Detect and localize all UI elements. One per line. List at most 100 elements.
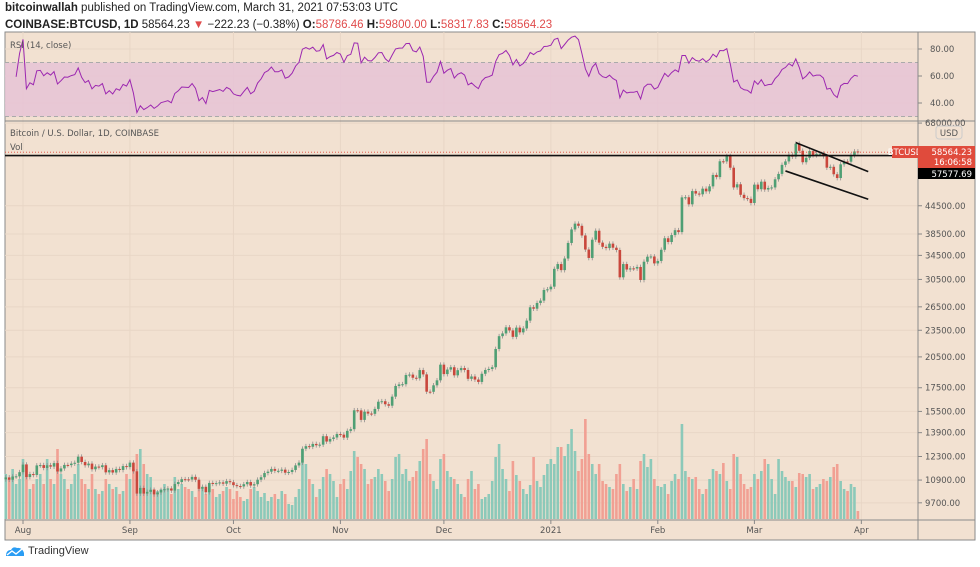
candle xyxy=(446,369,449,375)
candle xyxy=(732,167,735,188)
volume-bar xyxy=(691,479,694,519)
candle xyxy=(656,260,660,264)
volume-bar xyxy=(615,474,618,519)
volume-bar xyxy=(121,491,125,519)
candle xyxy=(601,242,604,247)
volume-bar xyxy=(321,477,325,519)
candle xyxy=(622,264,625,278)
channel-upper-trendline[interactable] xyxy=(795,141,869,173)
volume-bar xyxy=(118,494,121,519)
volume-bar xyxy=(490,481,494,519)
candle xyxy=(504,327,508,334)
volume-bar xyxy=(663,484,666,519)
price-axis[interactable]: 68000.00 44500.00 38500.00 34500.00 30500.00… xyxy=(918,119,966,509)
volume-bar xyxy=(566,444,570,519)
volume-bar xyxy=(439,459,442,519)
candle xyxy=(49,465,52,467)
candle xyxy=(829,166,832,168)
volume-bars xyxy=(4,419,860,519)
volume-bar xyxy=(187,489,190,519)
low-value: 58317.83 xyxy=(440,19,489,31)
candle xyxy=(746,198,749,200)
candle xyxy=(673,230,677,236)
candle xyxy=(377,401,380,409)
volume-bar xyxy=(404,469,408,519)
candle xyxy=(242,484,246,487)
volume-bar xyxy=(722,463,725,519)
volume-bar xyxy=(470,471,473,519)
price-tick-label: 68000.00 xyxy=(925,119,966,129)
volume-bar xyxy=(259,497,263,519)
channel-lower-trendline[interactable] xyxy=(785,170,869,201)
volume-bar xyxy=(487,494,491,519)
volume-bar xyxy=(801,474,804,519)
volume-bar xyxy=(853,487,856,519)
candle xyxy=(73,462,77,464)
candle xyxy=(577,223,580,226)
volume-bar xyxy=(221,491,225,519)
time-axis[interactable]: Aug Sep Oct Nov Dec 2021 Feb Mar Apr xyxy=(15,520,870,536)
candle xyxy=(352,410,356,430)
publish-info: bitcoinwallah published on TradingView.c… xyxy=(5,2,398,14)
author-name[interactable]: bitcoinwallah xyxy=(5,2,78,14)
volume-bar xyxy=(804,477,808,519)
volume-bar xyxy=(456,484,459,519)
volume-bar xyxy=(601,481,604,519)
candle xyxy=(711,174,715,187)
price-tick-label: 20500.00 xyxy=(925,353,966,363)
candle xyxy=(704,188,708,192)
candle xyxy=(363,411,366,420)
volume-bar xyxy=(25,464,28,519)
volume-bar xyxy=(780,471,784,519)
volume-bar xyxy=(28,489,32,519)
tradingview-logo[interactable]: TradingView xyxy=(5,545,89,557)
candle xyxy=(259,477,263,480)
volume-bar xyxy=(649,459,653,519)
volume-bar xyxy=(653,479,656,519)
volume-bar xyxy=(856,511,860,519)
candle xyxy=(549,286,553,290)
candle xyxy=(149,489,152,492)
candles xyxy=(4,141,860,497)
volume-bar xyxy=(694,477,698,519)
candle xyxy=(749,198,753,203)
volume-bar xyxy=(646,467,649,519)
time-tick-label: Sep xyxy=(122,526,138,536)
time-tick-label: Nov xyxy=(332,526,349,536)
high-label: H: xyxy=(366,19,379,31)
candle xyxy=(697,193,701,195)
rsi-band xyxy=(5,62,918,117)
volume-bar xyxy=(83,484,87,519)
volume-bar xyxy=(256,491,259,519)
candle xyxy=(839,164,842,179)
candle xyxy=(121,466,125,470)
volume-bar xyxy=(673,474,677,519)
currency-badge[interactable] xyxy=(935,125,963,140)
candle xyxy=(173,484,177,491)
volume-bar xyxy=(521,489,525,519)
candle xyxy=(21,464,25,473)
symbol-tag xyxy=(892,146,918,158)
candle xyxy=(532,307,535,309)
candle xyxy=(14,476,18,478)
volume-bar xyxy=(349,471,353,519)
volume-bar xyxy=(532,457,535,519)
volume-bar xyxy=(477,484,480,519)
candle xyxy=(90,463,94,470)
volume-bar xyxy=(332,481,335,519)
volume-bar xyxy=(604,484,608,519)
price-tick-label: 30500.00 xyxy=(925,275,966,285)
volume-bar xyxy=(677,479,680,519)
candle xyxy=(515,327,518,337)
candle xyxy=(563,258,566,271)
volume-bar xyxy=(749,487,753,519)
volume-bar xyxy=(839,481,842,519)
candle xyxy=(45,465,49,468)
candle xyxy=(487,368,491,370)
candle xyxy=(753,184,756,203)
volume-bar xyxy=(849,484,853,519)
volume-bar xyxy=(428,474,432,519)
candle xyxy=(18,472,21,477)
candle xyxy=(635,266,639,269)
